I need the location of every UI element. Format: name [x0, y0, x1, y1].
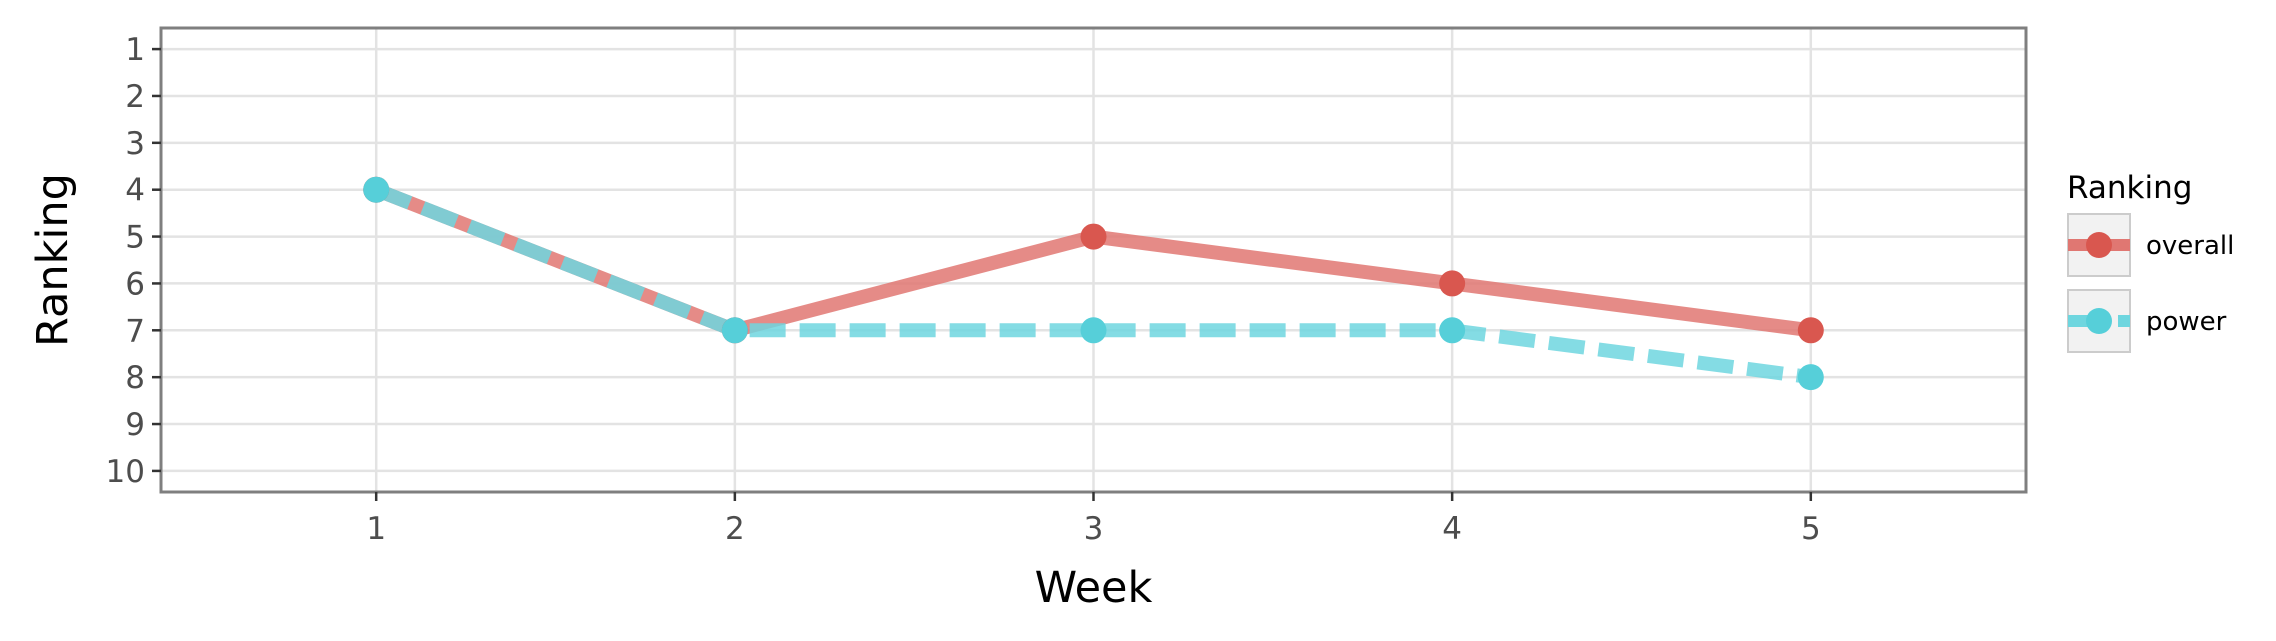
y-tick-label: 10: [106, 454, 145, 490]
y-axis-title: Ranking: [28, 173, 78, 347]
x-tick-label: 5: [1801, 511, 1821, 547]
axes: 1 2 3 4 5 6 7 8 9 10 1 2 3 4 5: [106, 32, 1821, 547]
series-layer: [363, 176, 1824, 391]
legend-label-overall: overall: [2146, 231, 2234, 261]
x-axis-title: Week: [1035, 563, 1153, 613]
data-point-power: [1797, 364, 1824, 391]
data-point-overall: [1797, 317, 1824, 344]
legend-title: Ranking: [2067, 170, 2192, 206]
y-tick-label: 3: [125, 126, 145, 162]
legend-point-power: [2086, 308, 2112, 334]
data-point-power: [1080, 317, 1107, 344]
y-tick-label: 2: [125, 79, 145, 115]
data-point-power: [363, 176, 390, 203]
grid-lines: [161, 28, 2026, 492]
x-tick-label: 1: [366, 511, 386, 547]
y-tick-label: 6: [125, 266, 145, 302]
data-point-power: [721, 317, 748, 344]
data-point-power: [1439, 317, 1466, 344]
x-tick-label: 2: [725, 511, 745, 547]
legend-label-power: power: [2146, 307, 2227, 337]
y-tick-label: 8: [125, 360, 145, 396]
x-tick-label: 3: [1084, 511, 1104, 547]
legend: Ranking overall power: [2067, 170, 2234, 353]
y-tick-label: 9: [125, 407, 145, 443]
series-line-power: [373, 183, 1812, 385]
y-tick-label: 5: [125, 220, 145, 256]
data-point-overall: [1080, 223, 1107, 250]
y-tick-label: 1: [125, 32, 145, 68]
y-tick-label: 7: [125, 313, 145, 349]
legend-point-overall: [2086, 232, 2112, 258]
data-point-overall: [1439, 270, 1466, 297]
x-tick-label: 4: [1442, 511, 1462, 547]
y-tick-label: 4: [125, 173, 145, 209]
